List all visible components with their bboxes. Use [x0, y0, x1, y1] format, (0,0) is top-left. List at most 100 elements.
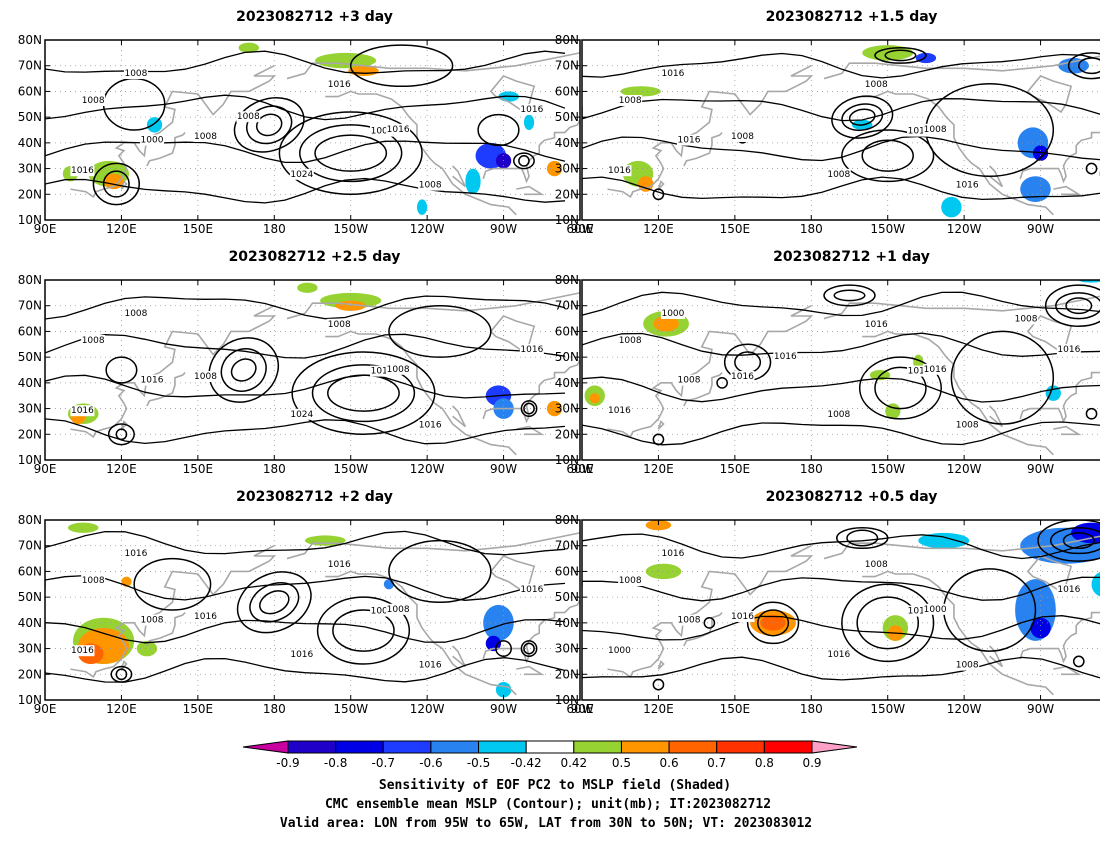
contour-label: 1016 — [520, 105, 543, 115]
contour-label: 1008 — [82, 576, 105, 586]
mslp-contour — [45, 657, 566, 683]
mslp-contour — [45, 619, 566, 644]
contour-label-background — [826, 648, 851, 660]
lat-tick-label: 50N — [555, 590, 579, 604]
mslp-contour — [520, 640, 538, 658]
contour-label: 1016 — [124, 549, 147, 559]
mslp-contour — [841, 583, 935, 663]
contour-label-background — [607, 405, 632, 417]
mslp-contour — [582, 135, 1100, 162]
map-frame — [581, 279, 1100, 461]
colorbar-tick-label: -0.42 — [511, 756, 542, 770]
contour-label: 1008 — [124, 69, 147, 79]
contour-label-background — [81, 335, 106, 346]
contour-label-background — [618, 335, 643, 346]
lat-tick-label: 60N — [18, 84, 42, 98]
lat-tick-label: 60N — [555, 324, 579, 338]
lat-tick-label: 10N — [555, 453, 579, 467]
mslp-contour — [1072, 655, 1085, 668]
map-panel-6: 2023082712 +0.5 day100810001016100810081… — [555, 489, 1100, 716]
sensitivity-shading — [620, 86, 661, 97]
lon-tick-label: 60W — [566, 702, 593, 716]
contour-label: 1000 — [661, 309, 684, 319]
contour-label: 1008 — [237, 112, 260, 122]
contour-label-background — [618, 575, 643, 586]
contour-label-background — [907, 365, 932, 377]
mslp-contour — [1085, 162, 1098, 175]
colorbar-swatch — [763, 740, 813, 754]
map-frame — [581, 39, 1100, 221]
contour-label-background — [923, 123, 948, 135]
sensitivity-shading — [1091, 572, 1100, 597]
lat-tick-label: 30N — [555, 402, 579, 416]
sensitivity-shading — [485, 635, 502, 652]
contour-label-background — [123, 308, 148, 319]
coastline — [989, 165, 1004, 188]
colorbar-swatch — [335, 740, 384, 754]
lat-tick-label: 50N — [555, 110, 579, 124]
contour-label-background — [327, 78, 352, 90]
map-panel-3: 2023082712 +2.5 day100810161008101610081… — [18, 249, 594, 476]
mslp-contour — [495, 640, 512, 658]
contour-label-background — [1056, 344, 1081, 355]
lat-tick-label: 20N — [18, 667, 42, 681]
colorbar-swatch — [430, 740, 480, 754]
colorbar-tick-label: 0.6 — [660, 756, 679, 770]
lat-tick-label: 70N — [555, 59, 579, 73]
coastline — [657, 179, 665, 190]
sensitivity-shading — [67, 522, 99, 533]
sensitivity-shading — [146, 117, 163, 133]
lat-tick-label: 30N — [555, 162, 579, 176]
contour-label: 1016 — [328, 80, 351, 90]
contour-label-background — [519, 344, 544, 355]
lon-tick-label: 90W — [1027, 222, 1054, 236]
contour-label-background — [327, 558, 352, 570]
lon-tick-label: 120W — [410, 222, 445, 236]
mslp-contour — [45, 333, 566, 359]
lon-tick-label: 150E — [720, 702, 751, 716]
lat-tick-label: 30N — [18, 162, 42, 176]
mslp-contour — [220, 348, 267, 392]
colorbar-swatch — [478, 740, 527, 754]
coastline — [70, 545, 277, 679]
lon-tick-label: 150E — [183, 222, 214, 236]
caption-line-3: Valid area: LON from 95W to 65W, LAT fro… — [280, 816, 812, 831]
lat-tick-label: 20N — [18, 427, 42, 441]
contour-label-background — [140, 374, 164, 386]
contour-label: 1008 — [419, 181, 442, 191]
lon-tick-label: 180 — [263, 222, 286, 236]
contour-label: 1008 — [328, 320, 351, 330]
map-panel-4: 2023082712 +1 day10081016101610081016101… — [555, 249, 1100, 476]
mslp-contour — [582, 576, 1100, 602]
colorbar-tick-label: -0.6 — [419, 756, 442, 770]
contour-label-background — [418, 179, 443, 191]
sensitivity-shading — [136, 640, 158, 657]
lon-tick-label: 180 — [800, 462, 823, 476]
mslp-contour — [858, 356, 942, 420]
mslp-contour — [846, 529, 879, 547]
contour-label-background — [677, 614, 701, 626]
contour-label: 1016 — [520, 585, 543, 595]
panel-title: 2023082712 +2.5 day — [229, 249, 401, 265]
contour-label: 1016 — [608, 406, 631, 416]
contour-label-background — [418, 659, 443, 671]
coastline — [989, 405, 1004, 428]
mslp-contour — [107, 423, 135, 446]
coastline — [146, 372, 186, 407]
map-content: 1008100010161008100810161016100810001016… — [582, 520, 1100, 700]
lat-tick-label: 50N — [18, 350, 42, 364]
lon-tick-label: 150E — [183, 702, 214, 716]
contour-label-background — [677, 374, 701, 386]
sensitivity-shading — [546, 400, 563, 417]
contour-label-background — [289, 408, 314, 420]
contour-label: 1008 — [956, 661, 979, 671]
contour-label: 1016 — [1057, 345, 1080, 355]
contour-label-background — [519, 584, 544, 595]
colorbar-swatch — [287, 740, 337, 754]
mslp-contour — [314, 134, 388, 172]
contour-label: 1008 — [387, 365, 410, 375]
coastline — [607, 545, 814, 679]
contour-label: 1016 — [731, 612, 754, 622]
contour-label-background — [519, 104, 544, 115]
map-panels: 2023082712 +3 day10081016100810001016100… — [18, 9, 1100, 716]
